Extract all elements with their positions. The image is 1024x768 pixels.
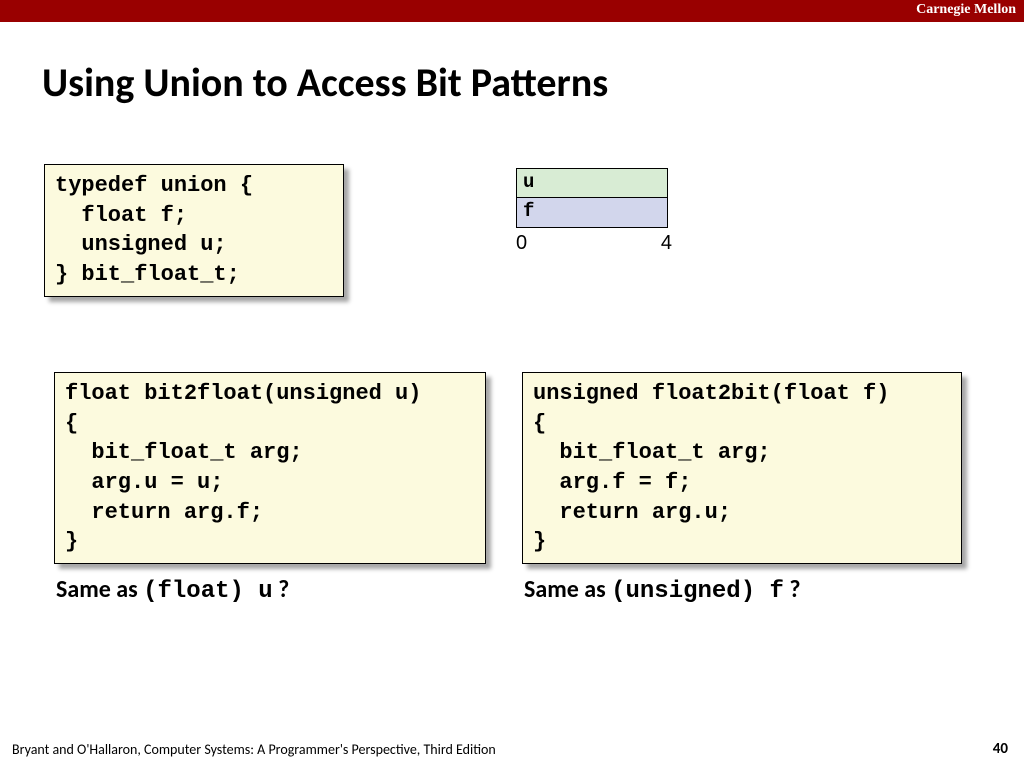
q-left-prefix: Same as xyxy=(56,575,143,604)
q-right-prefix: Same as xyxy=(524,575,611,604)
q-left-mono: (float) u xyxy=(143,578,273,605)
q-right-suffix: ? xyxy=(784,575,801,604)
slide-title: Using Union to Access Bit Patterns xyxy=(42,58,1024,107)
typedef-code-box: typedef union { float f; unsigned u; } b… xyxy=(44,164,344,297)
bit2float-code-box: float bit2float(unsigned u) { bit_float_… xyxy=(54,372,486,564)
mem-u-row: u xyxy=(516,168,668,198)
q-right-mono: (unsigned) f xyxy=(611,578,784,605)
institution-label: Carnegie Mellon xyxy=(916,2,1016,18)
header-bar: Carnegie Mellon xyxy=(0,0,1024,22)
mem-start-label: 0 xyxy=(516,232,527,255)
q-left-suffix: ? xyxy=(273,575,290,604)
mem-end-label: 4 xyxy=(661,232,672,255)
mem-f-row: f xyxy=(516,198,668,228)
question-right: Same as (unsigned) f ? xyxy=(524,575,800,605)
float2bit-code-box: unsigned float2bit(float f) { bit_float_… xyxy=(522,372,962,564)
memory-diagram: u f 0 4 xyxy=(516,168,668,232)
page-number: 40 xyxy=(993,740,1008,758)
footer-citation: Bryant and O'Hallaron, Computer Systems:… xyxy=(12,741,496,758)
question-left: Same as (float) u ? xyxy=(56,575,289,605)
